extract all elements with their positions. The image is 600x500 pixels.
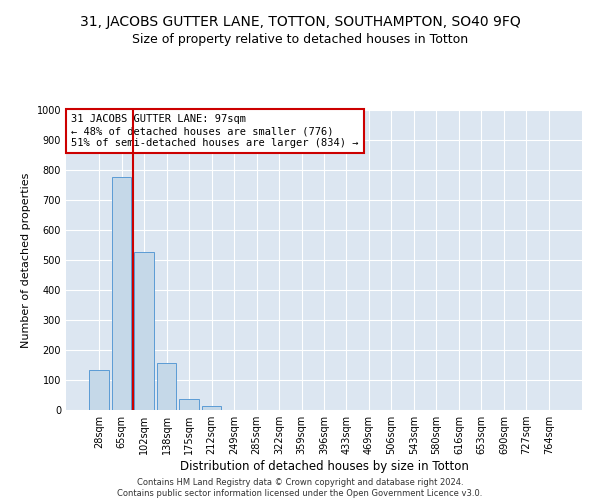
Text: Contains HM Land Registry data © Crown copyright and database right 2024.
Contai: Contains HM Land Registry data © Crown c… [118,478,482,498]
Y-axis label: Number of detached properties: Number of detached properties [21,172,31,348]
Bar [202,406,221,410]
Bar [157,362,176,410]
Text: 31, JACOBS GUTTER LANE, TOTTON, SOUTHAMPTON, SO40 9FQ: 31, JACOBS GUTTER LANE, TOTTON, SOUTHAMP… [80,15,520,29]
Bar [179,399,199,410]
Bar [134,252,154,410]
Text: Size of property relative to detached houses in Totton: Size of property relative to detached ho… [132,32,468,46]
Bar [112,176,131,410]
Text: 31 JACOBS GUTTER LANE: 97sqm
← 48% of detached houses are smaller (776)
51% of s: 31 JACOBS GUTTER LANE: 97sqm ← 48% of de… [71,114,359,148]
X-axis label: Distribution of detached houses by size in Totton: Distribution of detached houses by size … [179,460,469,473]
Bar [89,370,109,410]
